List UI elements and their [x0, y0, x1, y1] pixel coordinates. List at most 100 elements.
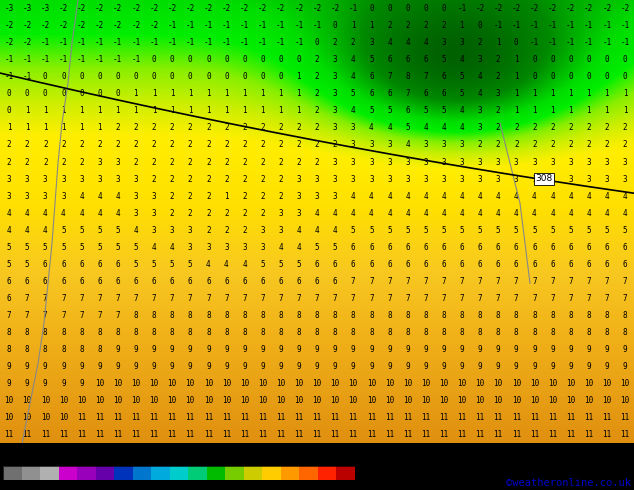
Text: 11: 11: [512, 430, 521, 440]
Text: 8: 8: [477, 328, 482, 337]
Text: 6: 6: [496, 260, 500, 269]
Text: -1: -1: [23, 55, 32, 64]
Text: 1: 1: [188, 106, 193, 115]
Text: 2: 2: [115, 141, 120, 149]
Text: 2: 2: [152, 141, 157, 149]
Text: 8: 8: [405, 72, 410, 81]
Text: 9: 9: [79, 362, 84, 371]
Text: 3: 3: [7, 174, 11, 184]
Text: 9: 9: [387, 345, 392, 354]
Text: 3: 3: [333, 72, 337, 81]
Text: 9: 9: [604, 345, 609, 354]
Text: 30: 30: [259, 481, 266, 487]
Text: 10: 10: [4, 414, 14, 422]
Text: 0: 0: [25, 89, 30, 98]
Text: 0: 0: [261, 72, 265, 81]
Text: 2: 2: [206, 209, 210, 218]
Text: 6: 6: [188, 277, 193, 286]
Text: 6: 6: [460, 243, 464, 252]
Text: 2: 2: [242, 209, 247, 218]
Text: 1: 1: [369, 21, 373, 30]
Text: 2: 2: [152, 174, 157, 184]
Text: 2: 2: [314, 89, 320, 98]
Text: 11: 11: [258, 414, 268, 422]
Text: 8: 8: [314, 311, 320, 320]
Text: 7: 7: [496, 294, 500, 303]
Text: 2: 2: [333, 38, 337, 47]
Text: 2: 2: [206, 226, 210, 235]
Text: 4: 4: [369, 209, 373, 218]
Text: 5: 5: [297, 260, 301, 269]
Text: 7: 7: [623, 294, 627, 303]
Text: 2: 2: [496, 106, 500, 115]
Text: 4: 4: [405, 141, 410, 149]
Text: 4: 4: [477, 89, 482, 98]
Text: 7: 7: [242, 294, 247, 303]
Text: -2: -2: [4, 38, 14, 47]
Text: 3: 3: [170, 226, 174, 235]
Text: 11: 11: [186, 430, 195, 440]
Bar: [225, 466, 244, 480]
Text: 1: 1: [514, 89, 519, 98]
Text: 11: 11: [385, 414, 394, 422]
Text: 6: 6: [441, 89, 446, 98]
Text: 4: 4: [441, 123, 446, 132]
Text: 9: 9: [7, 379, 11, 388]
Text: -1: -1: [457, 4, 467, 13]
Text: -1: -1: [186, 21, 195, 30]
Text: 11: 11: [548, 430, 557, 440]
Text: 4: 4: [623, 209, 627, 218]
Text: 9: 9: [351, 345, 356, 354]
Text: 9: 9: [261, 345, 265, 354]
Text: 6: 6: [79, 277, 84, 286]
Text: 0: 0: [43, 72, 48, 81]
Text: 8: 8: [79, 345, 84, 354]
Text: 2: 2: [568, 141, 573, 149]
Text: 9: 9: [224, 362, 229, 371]
Text: 10: 10: [366, 396, 376, 405]
Text: 7: 7: [405, 277, 410, 286]
Text: 7: 7: [532, 294, 537, 303]
Text: 3: 3: [405, 157, 410, 167]
Text: 8: 8: [477, 311, 482, 320]
Text: -2: -2: [23, 21, 32, 30]
Text: 4: 4: [424, 209, 428, 218]
Text: 4: 4: [351, 192, 356, 200]
Text: 1: 1: [586, 89, 591, 98]
Text: 7: 7: [224, 294, 229, 303]
Text: 4: 4: [405, 209, 410, 218]
Text: 9: 9: [496, 362, 500, 371]
Text: -1: -1: [258, 21, 268, 30]
Text: -1: -1: [240, 21, 249, 30]
Bar: [3, 466, 355, 480]
Text: 1: 1: [568, 89, 573, 98]
Text: 2: 2: [7, 141, 11, 149]
Text: Mo 27-05-2024 06:00 UTC (06+48): Mo 27-05-2024 06:00 UTC (06+48): [418, 446, 631, 457]
Text: 4: 4: [297, 243, 301, 252]
Text: -2: -2: [566, 4, 575, 13]
Text: 8: 8: [134, 328, 138, 337]
Text: 3: 3: [25, 174, 30, 184]
Text: 3: 3: [314, 174, 320, 184]
Text: 3: 3: [623, 174, 627, 184]
Text: 7: 7: [424, 72, 428, 81]
Text: -2: -2: [222, 4, 231, 13]
Text: 5: 5: [496, 226, 500, 235]
Text: 11: 11: [349, 430, 358, 440]
Text: 3: 3: [134, 174, 138, 184]
Text: 2: 2: [297, 123, 301, 132]
Text: 10: 10: [476, 379, 484, 388]
Text: 5: 5: [477, 226, 482, 235]
Text: 1: 1: [604, 106, 609, 115]
Text: 4: 4: [496, 192, 500, 200]
Text: 11: 11: [204, 414, 213, 422]
Text: 10: 10: [330, 396, 340, 405]
Text: 8: 8: [586, 311, 591, 320]
Text: 10: 10: [439, 396, 448, 405]
Text: 9: 9: [43, 379, 48, 388]
Text: 1: 1: [188, 89, 193, 98]
Text: 2: 2: [206, 123, 210, 132]
Text: 0: 0: [441, 4, 446, 13]
Text: -2: -2: [150, 4, 158, 13]
Text: 3: 3: [604, 174, 609, 184]
